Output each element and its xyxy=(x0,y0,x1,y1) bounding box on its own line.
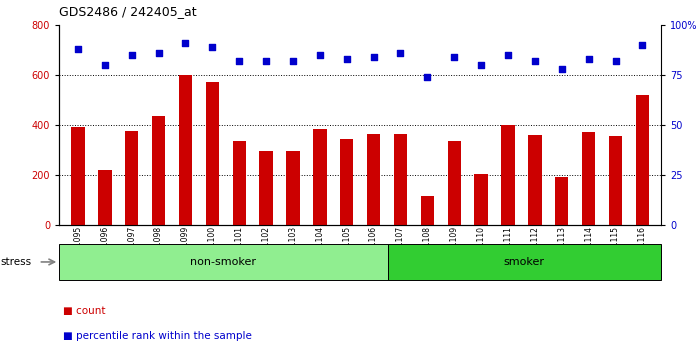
Bar xyxy=(609,136,622,225)
Point xyxy=(556,66,567,72)
Bar xyxy=(635,95,649,225)
Point xyxy=(503,52,514,58)
Text: smoker: smoker xyxy=(504,257,545,267)
Text: non-smoker: non-smoker xyxy=(190,257,256,267)
Bar xyxy=(582,132,595,225)
Point xyxy=(449,54,460,59)
Bar xyxy=(420,196,434,225)
Text: ■ percentile rank within the sample: ■ percentile rank within the sample xyxy=(63,331,251,341)
Point xyxy=(153,50,164,56)
Point xyxy=(287,58,299,64)
Bar xyxy=(98,170,111,225)
Point xyxy=(72,46,84,52)
Bar xyxy=(501,125,515,225)
Point xyxy=(475,62,487,68)
Bar xyxy=(260,151,273,225)
Bar xyxy=(475,173,488,225)
Bar xyxy=(205,82,219,225)
Point xyxy=(395,50,406,56)
Point xyxy=(207,44,218,50)
Bar xyxy=(313,129,326,225)
Bar xyxy=(232,141,246,225)
Bar xyxy=(528,135,541,225)
Point xyxy=(583,56,594,62)
Point xyxy=(530,58,541,64)
Bar xyxy=(394,133,407,225)
Point xyxy=(637,42,648,48)
Point xyxy=(341,56,352,62)
Point xyxy=(180,40,191,46)
Bar xyxy=(152,116,166,225)
Point xyxy=(100,62,111,68)
Point xyxy=(368,54,379,59)
Point xyxy=(260,58,271,64)
Bar xyxy=(448,141,461,225)
Bar xyxy=(555,177,569,225)
Text: stress: stress xyxy=(1,257,32,267)
Bar xyxy=(59,244,388,280)
Point xyxy=(610,58,621,64)
Text: ■ count: ■ count xyxy=(63,306,105,316)
Bar xyxy=(367,133,380,225)
Bar xyxy=(179,75,192,225)
Point xyxy=(422,74,433,80)
Point xyxy=(126,52,137,58)
Text: GDS2486 / 242405_at: GDS2486 / 242405_at xyxy=(59,5,197,18)
Point xyxy=(315,52,326,58)
Point xyxy=(234,58,245,64)
Bar xyxy=(340,138,354,225)
Bar xyxy=(388,244,661,280)
Bar xyxy=(125,131,139,225)
Bar xyxy=(71,127,85,225)
Bar xyxy=(286,151,300,225)
